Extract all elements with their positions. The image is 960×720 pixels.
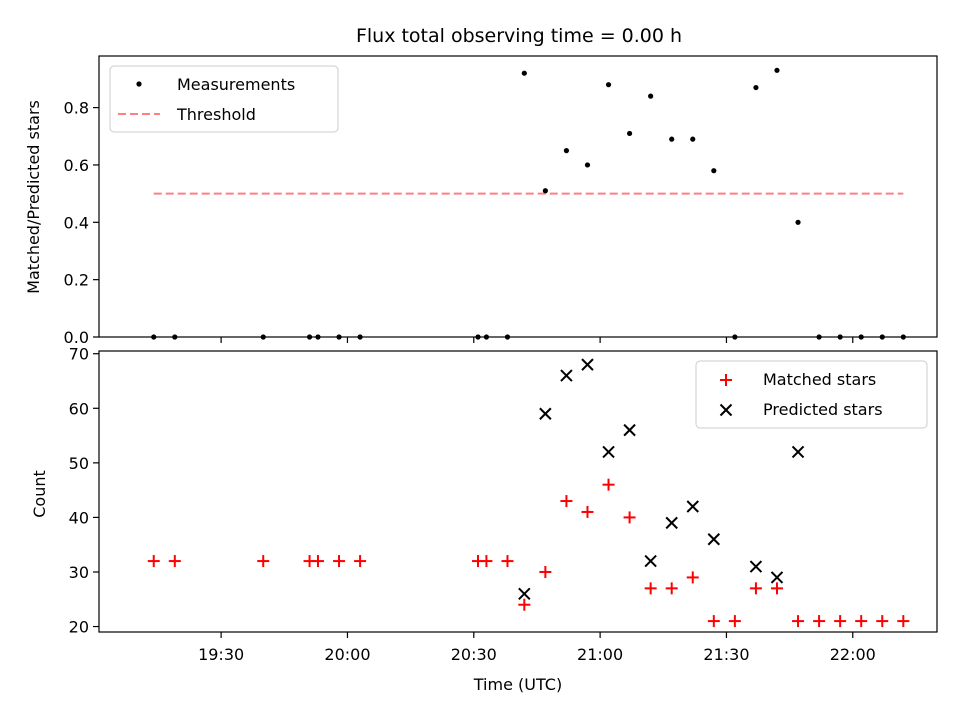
legend-measurement-marker	[136, 81, 142, 87]
measurement-point	[584, 162, 591, 168]
predicted-star-markers	[518, 358, 805, 601]
measurement-point	[648, 93, 654, 99]
measurement-point	[690, 136, 696, 142]
count-y-tick-label: 30	[69, 563, 89, 582]
legend-matched-marker	[720, 374, 732, 386]
count-y-tick-label: 50	[69, 454, 89, 473]
x-tick-label: 19:30	[198, 645, 244, 664]
predicted-star-marker	[602, 445, 615, 459]
x-tick-label: 21:00	[577, 645, 623, 664]
predicted-star-marker	[581, 358, 594, 371]
measurement-point	[542, 188, 548, 194]
predicted-star-marker	[539, 407, 552, 420]
predicted-star-marker	[623, 423, 636, 437]
ratio-y-tick-label: 0.2	[64, 271, 89, 290]
measurement-point	[774, 67, 780, 73]
ratio-x-ticks	[220, 337, 854, 343]
count-y-tick-label: 60	[69, 399, 89, 418]
predicted-star-marker	[707, 533, 721, 546]
count-x-ticks: 19:30 20:00 20:30 21:00 21:30 22:00	[198, 632, 876, 664]
matched-star-marker	[813, 615, 826, 628]
matched-star-marker	[581, 505, 594, 518]
count-y-tick-label: 40	[69, 508, 89, 527]
matched-star-marker	[707, 615, 720, 628]
matched-star-marker	[560, 495, 573, 508]
legend-predicted-label: Predicted stars	[763, 400, 883, 419]
matched-star-marker	[644, 582, 657, 595]
matched-star-marker	[311, 555, 324, 568]
measurement-point	[795, 219, 801, 225]
count-legend-box	[695, 360, 928, 429]
matched-star-marker	[897, 615, 910, 628]
count-plot-frame	[98, 350, 938, 633]
matched-star-markers	[147, 478, 910, 628]
matched-star-marker	[876, 615, 889, 628]
predicted-star-marker	[686, 500, 699, 513]
legend-threshold-label: Threshold	[176, 105, 256, 124]
matched-star-marker	[749, 582, 762, 595]
ratio-y-axis-label: Matched/Predicted stars	[24, 100, 43, 294]
predicted-star-marker	[665, 516, 678, 530]
legend-matched-label: Matched stars	[763, 370, 876, 389]
ratio-legend: Measurements Threshold	[109, 65, 339, 133]
ratio-y-ticks: 0.0 0.2 0.4 0.6 0.8	[64, 99, 99, 347]
x-tick-label: 21:30	[703, 645, 749, 664]
matched-star-marker	[623, 511, 636, 524]
measurement-point	[711, 168, 717, 174]
count-y-tick-label: 20	[69, 618, 89, 637]
matched-star-marker	[333, 555, 346, 568]
predicted-star-marker	[644, 554, 657, 568]
measurement-point	[669, 136, 675, 142]
predicted-star-marker	[560, 369, 573, 382]
count-panel: 20 30 40 50 60 70 19:30 20:00 20:30 21:00 21:30 22…	[30, 345, 938, 694]
measurement-point	[605, 82, 612, 88]
count-y-ticks: 20 30 40 50 60 70	[69, 345, 99, 637]
matched-star-marker	[834, 615, 847, 628]
count-legend: Matched stars Predicted stars	[695, 360, 928, 429]
x-tick-label: 20:00	[324, 645, 370, 664]
ratio-panel: 0.00.20.40.60.8 Matched/Predicted stars …	[24, 55, 938, 347]
ratio-y-tick-label: 0.6	[64, 156, 89, 175]
measurement-point	[753, 84, 759, 91]
ratio-plot-frame	[98, 55, 938, 338]
chart-title: Flux total observing time = 0.00 h	[356, 25, 682, 47]
matched-star-marker	[539, 565, 552, 578]
predicted-star-marker	[791, 445, 805, 459]
predicted-star-marker	[518, 587, 531, 601]
measurement-point	[626, 130, 633, 137]
ratio-legend-box	[109, 65, 339, 133]
legend-predicted-marker	[719, 403, 733, 417]
count-y-tick-label: 70	[69, 345, 89, 364]
matched-star-marker	[168, 555, 181, 568]
matched-star-marker	[147, 555, 160, 568]
legend-measurements-label: Measurements	[177, 75, 295, 94]
count-y-axis-label: Count	[30, 470, 49, 518]
matched-star-marker	[257, 555, 270, 568]
matched-star-marker	[686, 571, 699, 584]
x-axis-label: Time (UTC)	[473, 675, 562, 694]
matched-star-marker	[501, 555, 514, 568]
measurement-point	[521, 70, 527, 76]
matched-star-marker	[518, 598, 531, 611]
ratio-y-tick-label: 0.8	[64, 99, 89, 118]
matched-star-marker	[665, 582, 678, 595]
matched-star-marker	[602, 478, 615, 491]
matched-star-marker	[792, 615, 805, 628]
matched-star-marker	[728, 615, 741, 628]
legend-predicted-cross	[719, 403, 733, 417]
ratio-y-tick-label: 0.4	[64, 213, 89, 232]
matched-star-marker	[770, 582, 783, 595]
x-tick-label: 22:00	[830, 645, 876, 664]
predicted-star-marker	[749, 560, 763, 573]
ratio-y-tick-label: 0.0	[64, 328, 89, 347]
matched-star-marker	[480, 555, 493, 568]
legend-matched-plus	[720, 374, 732, 386]
x-tick-label: 20:30	[451, 645, 497, 664]
measurement-point	[563, 148, 570, 154]
matched-star-marker	[855, 615, 868, 628]
predicted-star-marker	[770, 571, 784, 584]
matched-star-marker	[354, 555, 367, 568]
